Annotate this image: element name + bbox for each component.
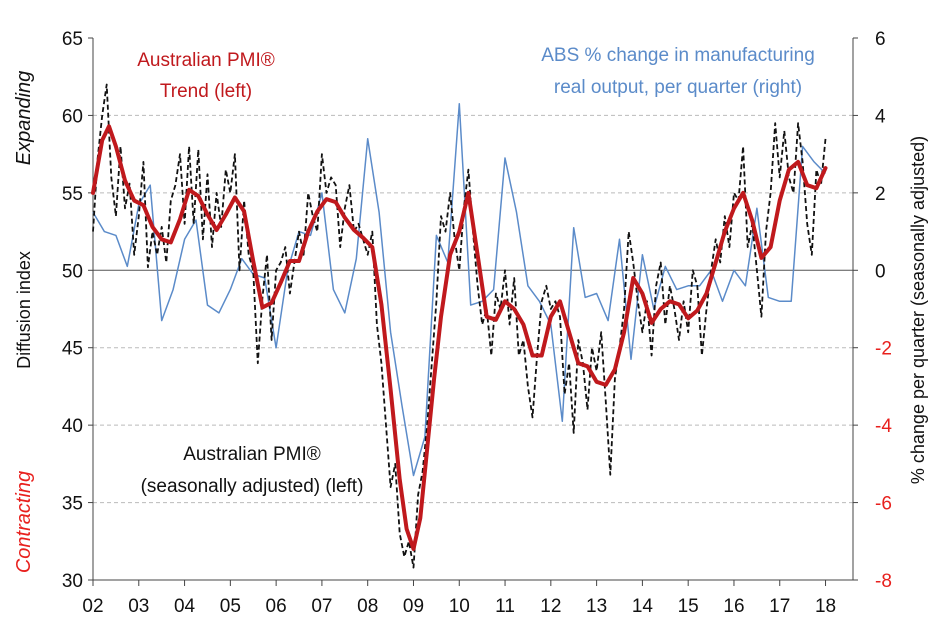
y-left-tick-label: 50 [62, 261, 83, 282]
x-tick-label: 10 [449, 596, 470, 617]
x-tick-label: 16 [723, 596, 744, 617]
y-right-tick-label: 6 [875, 29, 886, 50]
y-right-tick-label: 2 [875, 184, 886, 205]
x-tick-label: 18 [815, 596, 836, 617]
pmi-trend-series [91, 124, 828, 551]
trend-label-line2: Trend (left) [160, 81, 252, 102]
x-tick-label: 09 [403, 596, 424, 617]
x-tick-label: 14 [632, 596, 654, 617]
y-right-tick-label: -8 [875, 571, 892, 592]
pmi-trend-line [91, 124, 828, 551]
x-tick-label: 11 [495, 596, 515, 617]
y-left-axis-label: Diffusion index [14, 251, 34, 369]
y-right-tick-label: -4 [875, 416, 892, 437]
abs-output-line [92, 103, 827, 477]
abs-output-series [92, 103, 827, 477]
y-left-tick-label: 45 [62, 339, 83, 360]
x-tick-label: 12 [540, 596, 561, 617]
x-tick-label: 04 [174, 596, 196, 617]
y-right-axis-label: % change per quarter (seasonally adjuste… [908, 136, 928, 484]
y-left-tick-label: 35 [62, 494, 83, 515]
y-left-tick-label: 40 [62, 416, 83, 437]
sa-label-line2: (seasonally adjusted) (left) [141, 476, 364, 497]
x-tick-label: 02 [82, 596, 103, 617]
x-tick-label: 05 [220, 596, 241, 617]
y-right-tick-label: 4 [875, 106, 886, 127]
x-tick-label: 17 [769, 596, 790, 617]
x-tick-label: 03 [128, 596, 149, 617]
grid-lines [93, 114, 853, 504]
y-left-tick-label: 60 [62, 106, 83, 127]
y-left-tick-label: 55 [62, 184, 83, 205]
x-tick-label: 15 [678, 596, 699, 617]
abs-label-line1: ABS % change in manufacturing [541, 45, 815, 66]
x-tick-label: 08 [357, 596, 378, 617]
abs-label-line2: real output, per quarter (right) [554, 77, 802, 98]
y-left-tick-label: 30 [62, 571, 83, 592]
trend-label-line1: Australian PMI® [137, 50, 275, 71]
y-right-tick-label: 0 [875, 261, 886, 282]
x-tick-label: 07 [311, 596, 332, 617]
expanding-label: Expanding [13, 71, 35, 166]
x-tick-label: 13 [586, 596, 607, 617]
y-left-tick-label: 65 [62, 29, 83, 50]
axes [88, 37, 858, 586]
contracting-label: Contracting [13, 471, 35, 573]
y-right-tick-label: -6 [875, 494, 892, 515]
y-right-tick-label: -2 [875, 339, 892, 360]
sa-label-line1: Australian PMI® [183, 444, 321, 465]
x-tick-label: 06 [266, 596, 287, 617]
